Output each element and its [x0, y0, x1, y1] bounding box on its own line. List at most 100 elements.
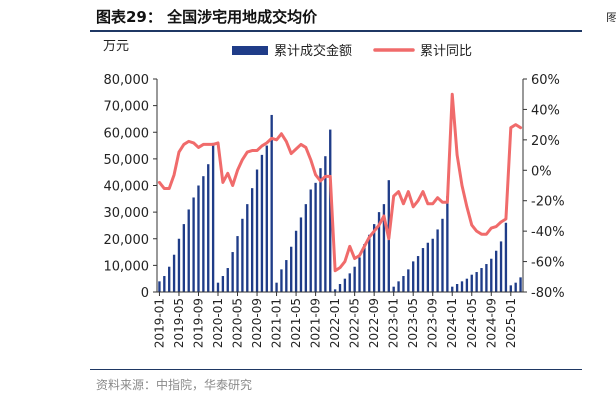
bar — [324, 156, 327, 292]
yoy-line — [157, 92, 523, 273]
left-tick-label: 60,000 — [104, 126, 150, 141]
bar — [392, 286, 395, 292]
x-tick-label: 2020-05 — [231, 298, 245, 348]
x-tick-label: 2023-01 — [387, 298, 401, 348]
chart-title: 图表29： 全国涉宅用地成交均价 — [96, 8, 318, 26]
bar — [368, 234, 371, 292]
x-tick-label: 2022-05 — [348, 298, 362, 348]
bar — [207, 164, 210, 292]
bar — [275, 282, 278, 292]
bar — [216, 282, 220, 292]
bar — [192, 197, 195, 292]
right-tick-label: -60% — [531, 256, 565, 271]
bar — [211, 142, 215, 292]
bar — [377, 212, 381, 292]
source-note: 资料来源：中指院，华泰研究 — [96, 378, 253, 392]
right-tick-label: -80% — [531, 286, 565, 301]
bar — [421, 248, 425, 292]
left-tick-label: 10,000 — [104, 259, 150, 274]
right-tick-label: 0% — [531, 164, 552, 179]
bar — [294, 230, 298, 292]
left-tick-label: 80,000 — [104, 73, 150, 88]
bar — [436, 229, 439, 292]
bar — [163, 276, 166, 292]
x-tick-label: 2022-01 — [328, 298, 342, 348]
bar — [407, 269, 410, 292]
bar — [353, 266, 356, 292]
x-tick-label: 2025-01 — [504, 298, 518, 348]
bar — [280, 269, 283, 292]
yoy-line-series — [157, 92, 523, 273]
bar — [382, 204, 386, 292]
source-rule — [90, 369, 582, 370]
bar — [441, 218, 444, 292]
x-axis: 2019-01 2019-05 2019-09 2020-01 2020-05 2020-… — [152, 291, 523, 348]
bar — [499, 241, 503, 292]
bar — [480, 268, 483, 292]
bar — [514, 282, 517, 292]
bar — [470, 274, 473, 292]
bar — [504, 222, 508, 292]
bar — [304, 204, 308, 292]
bar — [460, 281, 464, 292]
bar — [319, 168, 322, 292]
bar-series — [158, 114, 522, 292]
bar — [187, 209, 190, 292]
bar — [299, 217, 303, 292]
x-tick-label: 2024-05 — [465, 298, 479, 348]
bar — [329, 129, 332, 292]
bar — [465, 278, 469, 292]
bar — [241, 218, 244, 292]
bar — [416, 256, 420, 292]
bar — [343, 278, 347, 292]
bar — [455, 284, 459, 292]
right-tick-label: 60% — [531, 73, 560, 88]
left-axis: 0 10,000 20,000 30,000 40,000 50,000 60,000 70,… — [104, 73, 158, 301]
bar — [197, 185, 200, 292]
x-tick-label: 2021-09 — [309, 298, 323, 348]
left-tick-label: 40,000 — [104, 180, 150, 195]
x-tick-label: 2024-09 — [484, 298, 498, 348]
bar — [426, 242, 430, 292]
bar — [372, 224, 376, 292]
x-tick-label: 2019-01 — [152, 298, 166, 348]
bar — [451, 286, 454, 292]
right-tick-label: 20% — [531, 134, 560, 149]
bar — [348, 273, 351, 292]
bar — [202, 176, 205, 292]
bar — [231, 252, 234, 292]
left-tick-label: 70,000 — [104, 100, 150, 115]
adjacent-figure-label: 图 — [606, 12, 616, 22]
bar — [177, 238, 181, 292]
bar — [270, 114, 273, 292]
bar — [475, 272, 478, 292]
legend-line-label: 累计同比 — [420, 44, 472, 59]
bar — [265, 145, 268, 292]
bar — [309, 189, 312, 292]
legend: 累计成交金额 累计同比 — [232, 43, 472, 59]
bar — [172, 254, 176, 292]
x-tick-label: 2021-01 — [270, 298, 284, 348]
bar — [358, 257, 361, 292]
right-axis: -80% -60% -40% -20% 0% 20% 40% 60% — [522, 73, 565, 301]
bar — [490, 258, 493, 292]
bar — [260, 154, 264, 292]
left-tick-label: 50,000 — [104, 153, 150, 168]
bar — [246, 204, 249, 292]
bar — [314, 182, 317, 292]
bar — [255, 169, 259, 292]
bar — [290, 246, 293, 292]
bar — [158, 281, 161, 292]
x-tick-label: 2024-01 — [445, 298, 459, 348]
x-tick-label: 2020-09 — [250, 298, 264, 348]
bar — [236, 236, 239, 292]
x-tick-label: 2019-09 — [191, 298, 205, 348]
bar — [338, 284, 342, 292]
legend-bar-swatch — [232, 46, 268, 55]
bar — [333, 289, 337, 292]
left-tick-label: 0 — [141, 286, 149, 301]
bar — [509, 285, 512, 292]
bar — [285, 260, 288, 292]
bar — [221, 276, 225, 292]
